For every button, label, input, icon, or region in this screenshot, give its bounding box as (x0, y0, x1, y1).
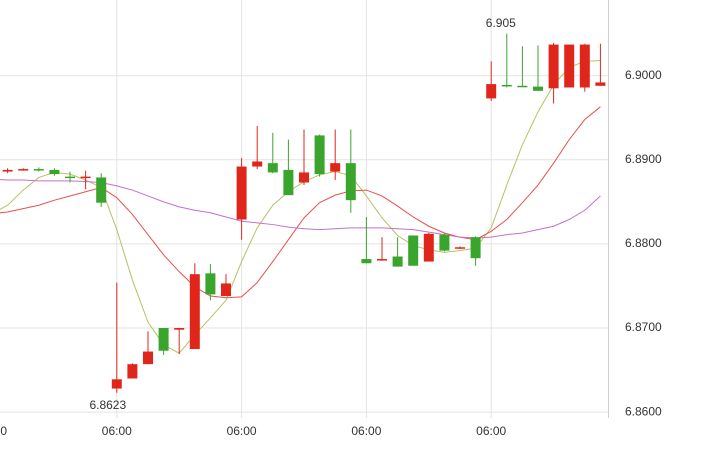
candle-body (595, 82, 606, 86)
candle-body (548, 44, 559, 89)
candle-body (96, 177, 107, 203)
candle-body (158, 328, 169, 351)
plot-area (0, 33, 606, 393)
candle-body (49, 169, 60, 175)
y-tick-label: 6.8600 (625, 404, 662, 418)
grid (0, 0, 608, 418)
y-tick-label: 6.9000 (625, 68, 662, 82)
candle-body (283, 169, 294, 196)
candle-body (127, 364, 138, 379)
moving-average-line (0, 106, 601, 299)
x-tick-label: 06:00 (102, 424, 132, 438)
candle-body (2, 169, 13, 172)
candle-body (189, 274, 200, 350)
moving-average-line (0, 179, 601, 239)
candle-body (423, 233, 434, 262)
candle-body (267, 163, 278, 173)
candle-body (143, 351, 153, 365)
candle-body (455, 247, 465, 249)
candle-body (330, 163, 341, 172)
candle-body (361, 259, 372, 264)
candle-body (33, 169, 44, 171)
y-tick-label: 6.8800 (625, 236, 662, 250)
candle-body (221, 283, 231, 297)
min-annotation: 6.8623 (89, 398, 126, 412)
x-tick-label: 06:00 (351, 424, 381, 438)
candle-body (174, 328, 185, 330)
candle-body (501, 84, 512, 87)
candle-body (345, 163, 356, 201)
candle-body (470, 237, 481, 259)
x-tick-label: 06:00 (227, 424, 257, 438)
candle-body (517, 85, 528, 88)
candle-body (236, 166, 247, 220)
candle-body (564, 44, 575, 88)
candle-body (299, 172, 309, 183)
max-annotation: 6.905 (486, 16, 516, 30)
moving-average-line (0, 60, 601, 354)
candle-body (18, 169, 29, 171)
candle-body (252, 161, 263, 167)
candle-body (377, 259, 387, 261)
candle-body (392, 256, 403, 267)
candle-body (314, 135, 325, 175)
candle-body (439, 234, 450, 251)
y-tick-label: 6.8900 (625, 152, 662, 166)
candle-body (579, 44, 590, 88)
x-tick-label: 06:00 (476, 424, 506, 438)
candle-body (65, 176, 75, 179)
candle-body (111, 379, 122, 389)
y-tick-label: 6.8700 (625, 320, 662, 334)
candle-body (486, 84, 497, 99)
candle-body (533, 86, 543, 91)
candle-body (408, 235, 419, 266)
candle-body (205, 273, 216, 295)
candle-body (80, 176, 91, 179)
x-tick-label: 06:00 (0, 424, 7, 438)
